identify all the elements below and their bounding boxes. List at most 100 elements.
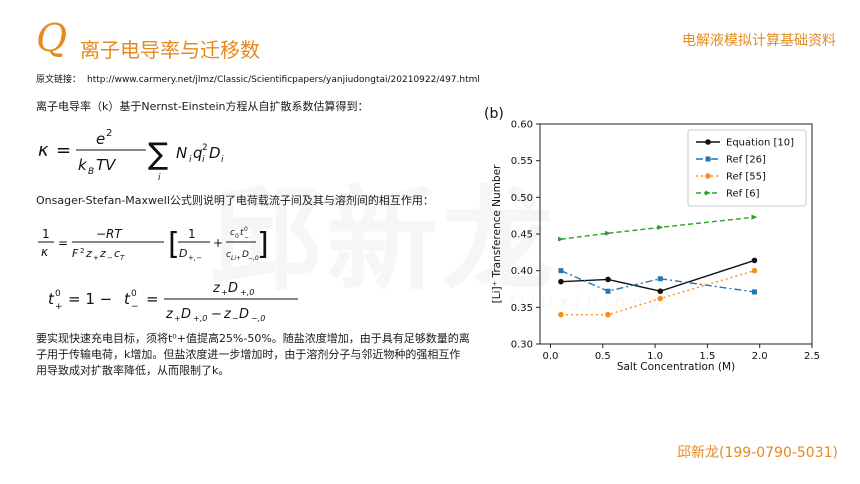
series-3	[557, 214, 758, 242]
osm-conductivity-equation: 1 κ = −RT F 2 z + z − c T [ 1 D +,− + c …	[38, 226, 268, 262]
svg-text:z: z	[99, 247, 106, 260]
y-axis-label: [Li]⁺ Transference Number	[491, 164, 503, 303]
data-point	[751, 214, 758, 220]
series-title: 电解液模拟计算基础资料	[682, 33, 836, 49]
svg-text:=: =	[146, 290, 159, 308]
svg-text:1: 1	[42, 227, 50, 241]
svg-text:D: D	[228, 281, 238, 296]
data-point	[558, 278, 564, 285]
page-title: 离子电导率与迁移数	[80, 38, 260, 62]
legend-marker	[705, 173, 711, 179]
logo-icon: Q	[36, 16, 68, 60]
svg-text:z: z	[85, 247, 92, 260]
x-tick-label: 1.0	[647, 351, 663, 362]
legend-box	[687, 129, 807, 207]
x-axis-label: Salt Concentration (M)	[617, 361, 735, 373]
x-tick-label: 0.5	[595, 351, 611, 362]
transference-number-equation: t 0 + = 1 − t 0 − = z + D +,0 z + D +,0 …	[48, 281, 298, 323]
legend: Equation [10] Ref [26] Ref [55] Ref [6]	[687, 129, 807, 207]
svg-text:2: 2	[106, 128, 112, 139]
legend-marker	[705, 139, 711, 145]
y-tick-label: 0.35	[511, 303, 533, 314]
svg-text:−: −	[107, 254, 113, 262]
source-label: 原文链接：	[36, 75, 82, 85]
svg-text:c: c	[114, 247, 120, 260]
svg-text:+: +	[174, 314, 181, 323]
svg-text:c: c	[226, 250, 231, 260]
svg-text:D: D	[179, 247, 187, 260]
series-line	[560, 269, 755, 316]
legend-label: Ref [6]	[726, 189, 760, 200]
svg-text:+: +	[213, 236, 223, 250]
x-tick-label: 1.5	[699, 351, 715, 362]
svg-text:+: +	[93, 254, 99, 262]
data-point	[557, 236, 564, 242]
svg-text:1: 1	[188, 227, 196, 241]
watermark: 邱新龙 Qiuxinlong	[210, 150, 667, 313]
svg-text:κ: κ	[41, 245, 49, 259]
svg-text:D: D	[242, 250, 249, 260]
footer-contact: 邱新龙(199-0790-5031)	[676, 445, 838, 461]
data-point	[605, 276, 611, 283]
legend-label: Ref [26]	[726, 155, 766, 166]
series-2	[558, 267, 758, 318]
nernst-einstein-equation: κ = e 2 k B TV ∑ i N i q i 2 D i	[38, 128, 224, 183]
legend-label: Ref [55]	[726, 172, 766, 183]
svg-text:0: 0	[131, 289, 137, 299]
data-point	[605, 311, 611, 318]
svg-text:i: i	[221, 155, 224, 165]
legend-marker	[705, 190, 711, 196]
x-tick-label: 2.0	[752, 351, 768, 362]
data-point	[751, 267, 758, 274]
data-point	[605, 230, 611, 236]
svg-text:= 1 −: = 1 −	[68, 290, 112, 308]
svg-text:z: z	[165, 307, 174, 322]
svg-text:D: D	[181, 307, 191, 322]
series-line	[560, 270, 755, 293]
svg-text:]: ]	[257, 227, 268, 262]
svg-text:−,0: −,0	[248, 255, 259, 262]
svg-text:+,−: +,−	[188, 254, 202, 262]
onsager-text: Onsager-Stefan-Maxwell公式则说明了电荷载流子间及其与溶剂间…	[36, 194, 434, 207]
data-point	[751, 289, 757, 295]
svg-text:D: D	[209, 144, 221, 162]
svg-text:−: −	[244, 234, 249, 241]
intro-text: 离子电导率（k）基于Nernst-Einstein方程从自扩散系数估算得到：	[36, 100, 369, 113]
svg-text:−,0: −,0	[251, 314, 265, 323]
panel-label: (b)	[484, 106, 504, 122]
svg-text:D: D	[239, 307, 249, 322]
y-tick-label: 0.50	[511, 193, 533, 204]
svg-text:Li+: Li+	[231, 255, 241, 262]
series-0	[558, 257, 758, 294]
svg-text:2: 2	[80, 247, 84, 255]
data-point	[657, 288, 664, 294]
watermark-text: 邱新龙	[210, 176, 558, 306]
conclusion-text: 要实现快速充电目标，须将t⁰+值提高25%-50%。随盐浓度增加，由于具有足够数…	[36, 332, 470, 377]
transference-chart: (b) 0.0 0.5 1.0 1.5 2.0 2.5 0.30 0.35 0.40 0.45 0.…	[484, 106, 820, 373]
svg-text:N: N	[176, 144, 187, 162]
svg-text:2: 2	[202, 143, 208, 153]
x-tick-label: 2.5	[804, 351, 820, 362]
data-point	[657, 224, 664, 230]
svg-text:e: e	[96, 130, 105, 148]
svg-text:t: t	[48, 290, 55, 308]
svg-text:0: 0	[235, 233, 239, 240]
svg-text:t: t	[240, 228, 244, 238]
svg-text:TV: TV	[96, 156, 117, 174]
source-url[interactable]: http://www.carmery.net/jlmz/Classic/Scie…	[87, 75, 480, 85]
svg-text:c: c	[230, 228, 235, 238]
svg-text:+,0: +,0	[240, 288, 254, 297]
svg-text:i: i	[189, 155, 192, 165]
svg-text:−: −	[131, 302, 139, 312]
series-line	[560, 259, 755, 292]
y-tick-label: 0.30	[511, 340, 533, 351]
data-point	[558, 311, 564, 318]
svg-text:−RT: −RT	[96, 227, 123, 241]
svg-text:q: q	[193, 144, 203, 162]
svg-text:F: F	[72, 247, 79, 260]
svg-text:−: −	[232, 314, 239, 323]
svg-text:+: +	[221, 288, 228, 297]
x-tick-label: 0.0	[543, 351, 559, 362]
y-tick-label: 0.45	[511, 230, 533, 241]
legend-marker	[705, 156, 711, 162]
